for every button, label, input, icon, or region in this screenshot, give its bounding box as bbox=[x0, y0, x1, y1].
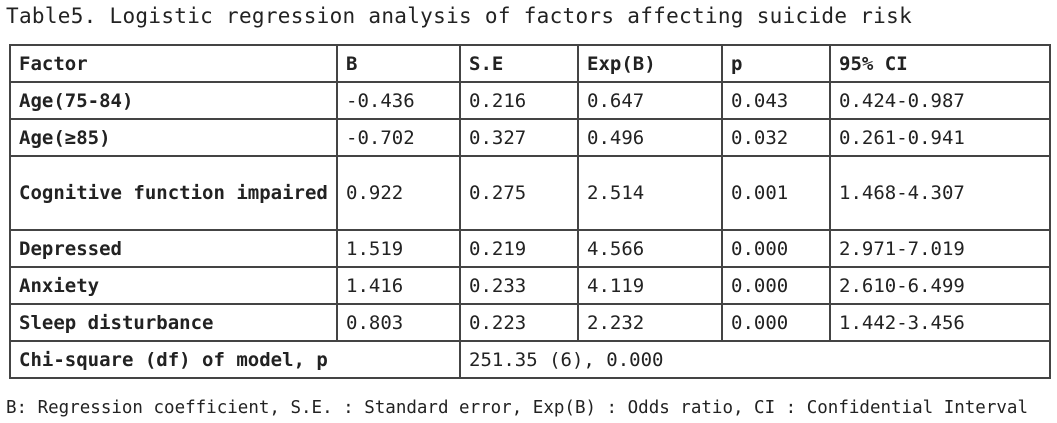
row-factor: Depressed bbox=[9, 229, 338, 268]
row-factor: Anxiety bbox=[9, 266, 338, 305]
row-se: 0.223 bbox=[459, 303, 579, 342]
row-expb: 4.119 bbox=[577, 266, 723, 305]
model-fit-value: 251.35 (6), 0.000 bbox=[459, 340, 1051, 379]
header-factor: Factor bbox=[9, 44, 338, 83]
row-factor: Age(≥85) bbox=[9, 118, 338, 157]
row-b: 0.922 bbox=[336, 155, 461, 231]
row-p: 0.000 bbox=[721, 229, 831, 268]
row-se: 0.219 bbox=[459, 229, 579, 268]
header-expb: Exp(B) bbox=[577, 44, 723, 83]
row-ci: 0.261-0.941 bbox=[829, 118, 1051, 157]
row-se: 0.216 bbox=[459, 81, 579, 120]
row-ci: 0.424-0.987 bbox=[829, 81, 1051, 120]
row-factor: Age(75-84) bbox=[9, 81, 338, 120]
header-p: p bbox=[721, 44, 831, 83]
table-header-row: Factor B S.E Exp(B) p 95% CI bbox=[9, 44, 1051, 83]
table-row: Sleep disturbance 0.803 0.223 2.232 0.00… bbox=[9, 303, 1051, 342]
row-p: 0.000 bbox=[721, 266, 831, 305]
row-b: -0.702 bbox=[336, 118, 461, 157]
row-factor: Sleep disturbance bbox=[9, 303, 338, 342]
row-p: 0.032 bbox=[721, 118, 831, 157]
row-b: 0.803 bbox=[336, 303, 461, 342]
row-expb: 0.647 bbox=[577, 81, 723, 120]
row-se: 0.327 bbox=[459, 118, 579, 157]
header-se: S.E bbox=[459, 44, 579, 83]
row-expb: 0.496 bbox=[577, 118, 723, 157]
row-ci: 1.468-4.307 bbox=[829, 155, 1051, 231]
table-row: Cognitive function impaired 0.922 0.275 … bbox=[9, 155, 1051, 231]
row-b: 1.416 bbox=[336, 266, 461, 305]
row-p: 0.043 bbox=[721, 81, 831, 120]
row-ci: 2.610-6.499 bbox=[829, 266, 1051, 305]
header-b: B bbox=[336, 44, 461, 83]
row-se: 0.275 bbox=[459, 155, 579, 231]
row-p: 0.000 bbox=[721, 303, 831, 342]
table-row: Anxiety 1.416 0.233 4.119 0.000 2.610-6.… bbox=[9, 266, 1051, 305]
table-row: Age(≥85) -0.702 0.327 0.496 0.032 0.261-… bbox=[9, 118, 1051, 157]
row-p: 0.001 bbox=[721, 155, 831, 231]
table-caption: Table5. Logistic regression analysis of … bbox=[6, 4, 913, 28]
row-se: 0.233 bbox=[459, 266, 579, 305]
header-ci: 95% CI bbox=[829, 44, 1051, 83]
row-expb: 2.514 bbox=[577, 155, 723, 231]
row-expb: 4.566 bbox=[577, 229, 723, 268]
model-fit-label: Chi-square (df) of model, p bbox=[9, 340, 461, 379]
table-row: Age(75-84) -0.436 0.216 0.647 0.043 0.42… bbox=[9, 81, 1051, 120]
row-b: -0.436 bbox=[336, 81, 461, 120]
table-row: Depressed 1.519 0.219 4.566 0.000 2.971-… bbox=[9, 229, 1051, 268]
row-expb: 2.232 bbox=[577, 303, 723, 342]
table-footnote: B: Regression coefficient, S.E. : Standa… bbox=[6, 398, 1028, 418]
row-factor: Cognitive function impaired bbox=[9, 155, 338, 231]
row-ci: 1.442-3.456 bbox=[829, 303, 1051, 342]
row-ci: 2.971-7.019 bbox=[829, 229, 1051, 268]
model-fit-row: Chi-square (df) of model, p 251.35 (6), … bbox=[9, 340, 1051, 379]
row-b: 1.519 bbox=[336, 229, 461, 268]
regression-table: Factor B S.E Exp(B) p 95% CI Age(75-84) … bbox=[9, 44, 1051, 379]
